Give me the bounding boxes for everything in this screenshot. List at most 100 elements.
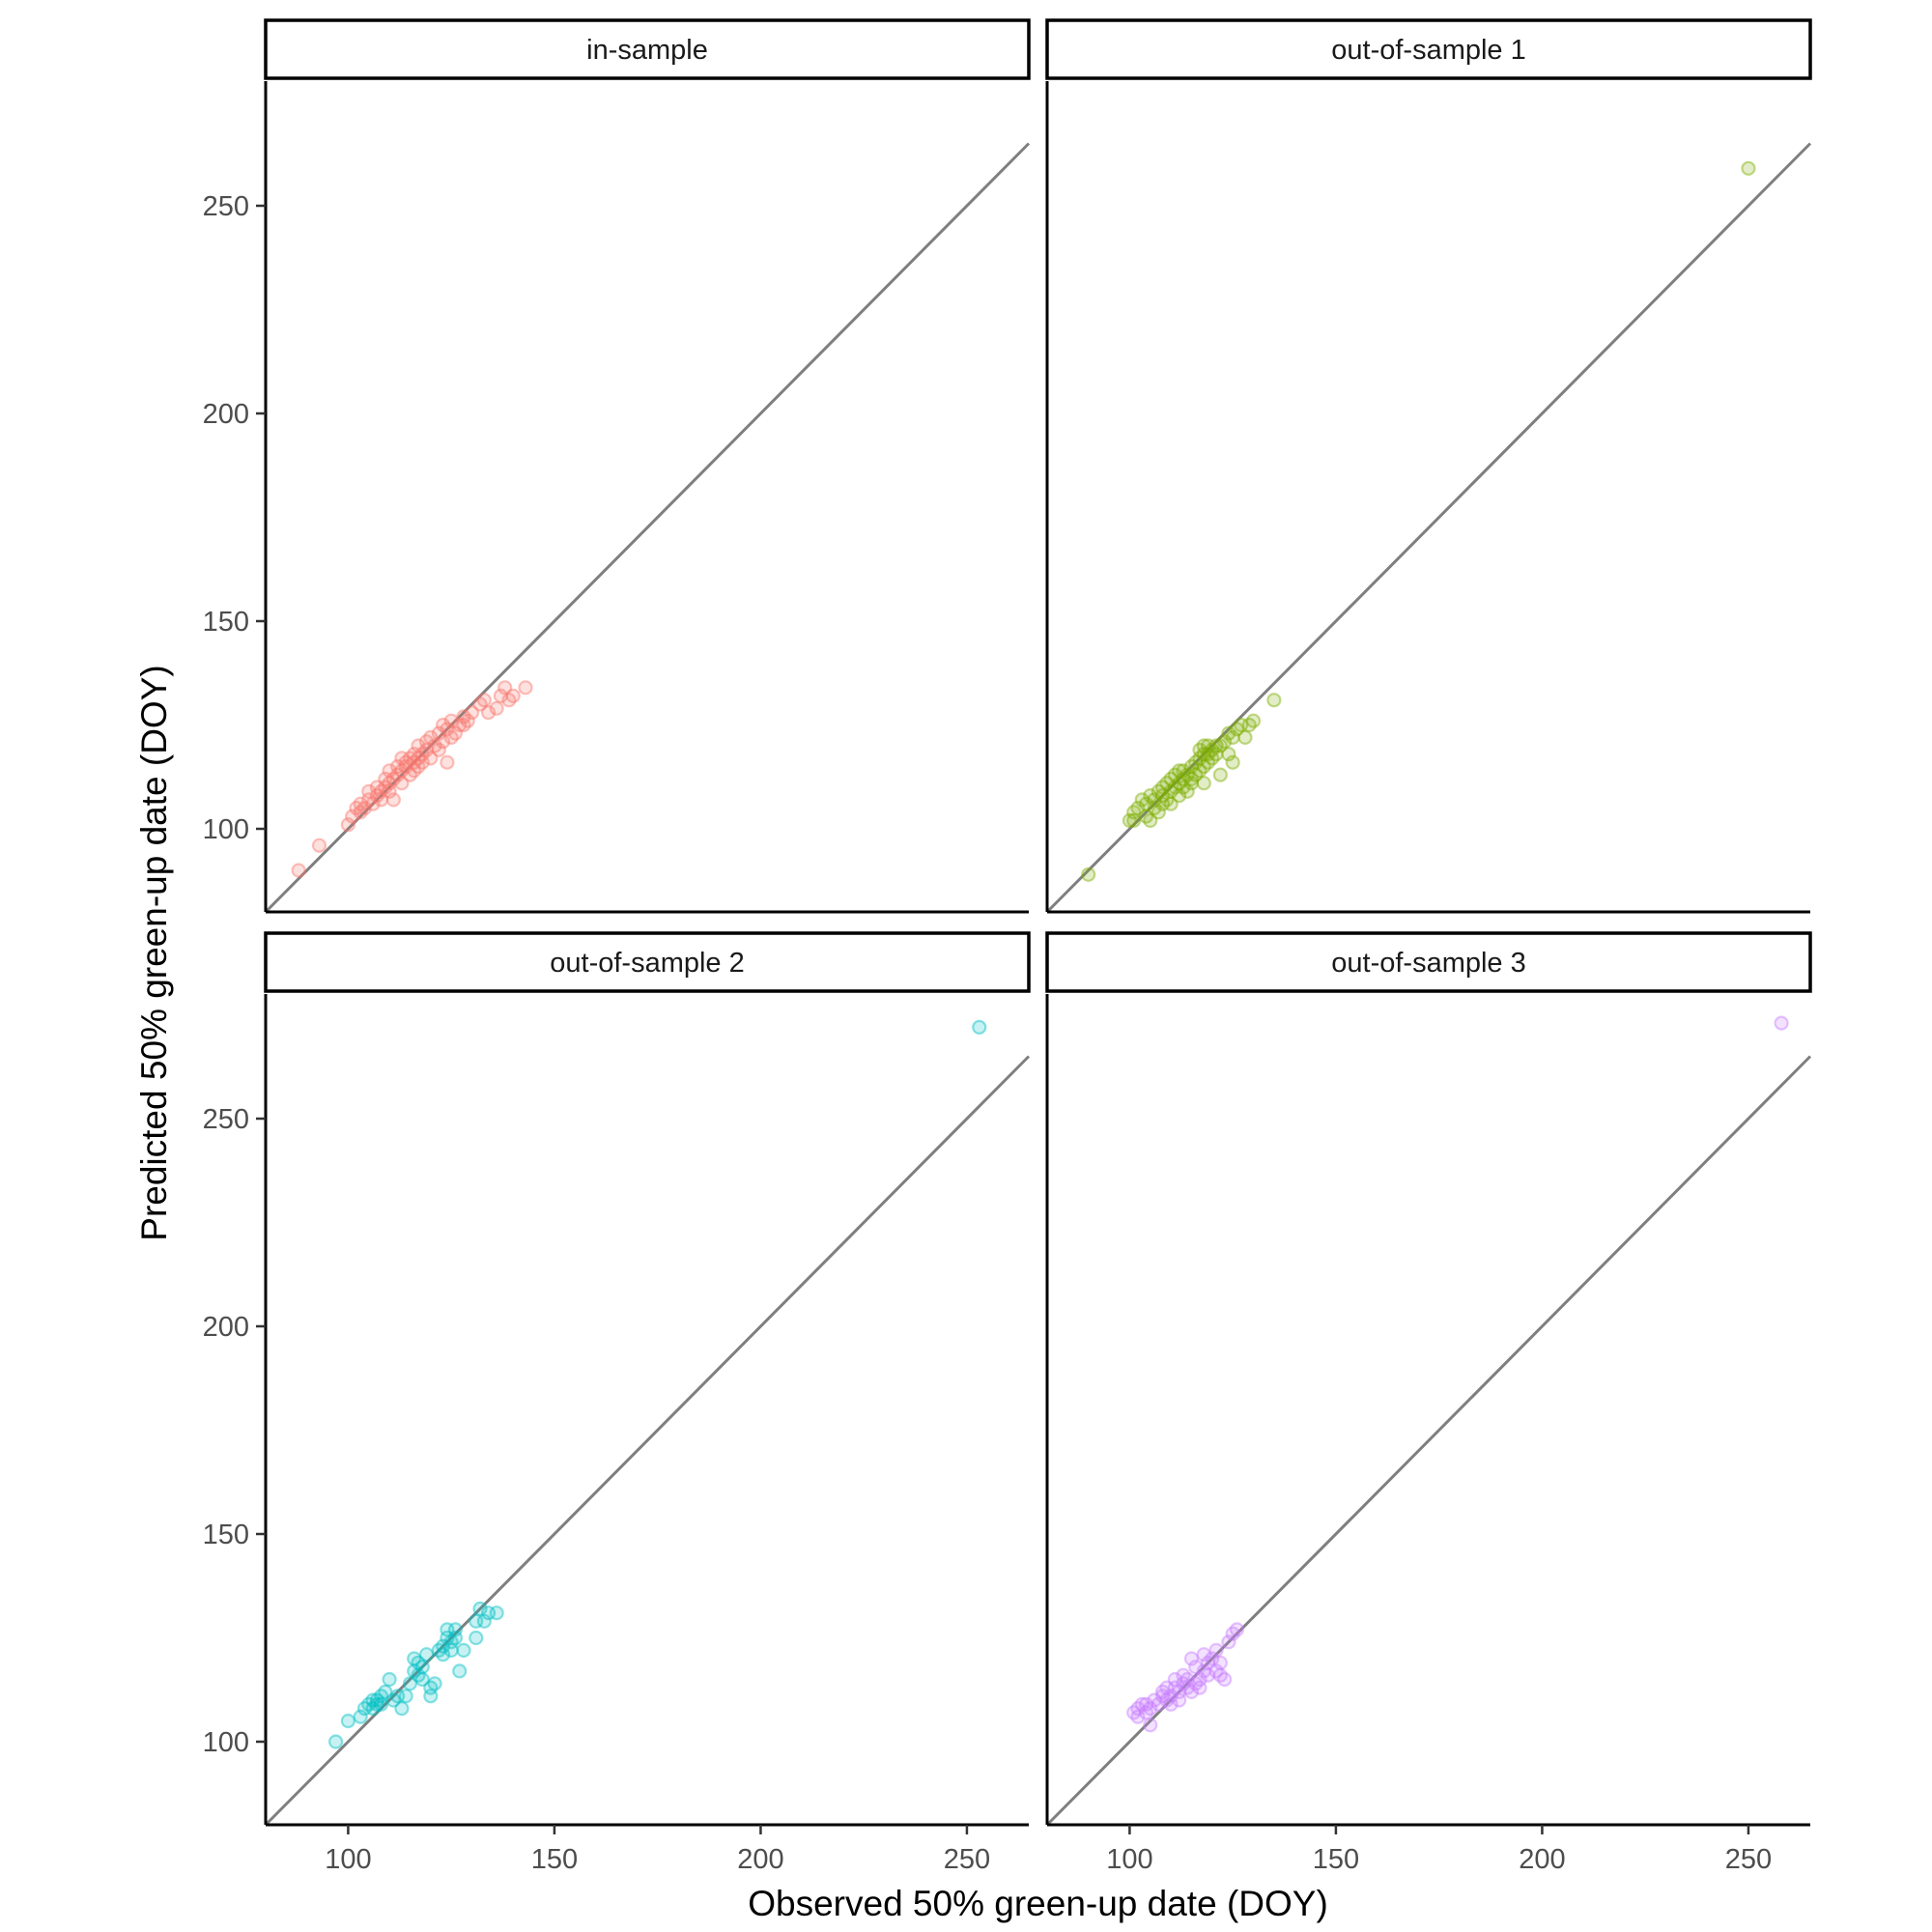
data-point — [1138, 1705, 1154, 1720]
data-point — [443, 1642, 459, 1659]
data-point — [1188, 1659, 1204, 1675]
data-point — [382, 763, 397, 779]
data-point — [1163, 771, 1179, 787]
data-point — [440, 1622, 455, 1637]
data-point — [385, 792, 401, 808]
y-tick-label: 200 — [203, 1312, 249, 1343]
data-point — [1183, 1684, 1200, 1700]
data-point — [390, 767, 406, 782]
data-point — [1183, 1651, 1200, 1666]
y-tick-label: 250 — [203, 191, 249, 222]
data-point — [1172, 787, 1187, 804]
data-point — [1205, 1651, 1220, 1666]
data-point — [452, 1663, 468, 1679]
data-point — [1192, 1671, 1208, 1688]
data-point — [1163, 1696, 1179, 1712]
y-tick-label: 100 — [203, 1727, 249, 1758]
data-point — [411, 738, 426, 753]
data-point — [1130, 800, 1146, 816]
data-point — [418, 742, 435, 757]
x-tick-label: 100 — [325, 1844, 371, 1875]
data-point — [361, 1696, 377, 1712]
data-point — [431, 1642, 446, 1659]
facet-panel: out-of-sample 2 100 150 200 250 100 150 200 250 — [203, 931, 1031, 1875]
data-point — [1212, 1655, 1228, 1670]
data-point — [1192, 1680, 1208, 1695]
data-point — [340, 817, 356, 833]
data-point — [369, 787, 384, 804]
facet-strip-label: out-of-sample 2 — [550, 948, 745, 979]
data-point — [1081, 867, 1096, 882]
data-point — [1154, 796, 1171, 811]
data-point — [1196, 776, 1211, 791]
data-point — [1196, 738, 1211, 753]
y-tick-label: 200 — [203, 399, 249, 430]
data-point — [411, 1655, 426, 1670]
data-point — [382, 1671, 397, 1688]
data-point — [440, 722, 455, 737]
y-tick-label: 150 — [203, 607, 249, 638]
data-point — [1205, 742, 1220, 757]
data-point — [1134, 1696, 1150, 1712]
identity-reference-line — [264, 142, 1031, 914]
data-point — [1172, 776, 1187, 791]
data-point — [311, 838, 327, 853]
data-point — [1130, 1700, 1146, 1717]
data-point — [1208, 738, 1224, 753]
data-point — [378, 780, 393, 795]
data-point — [1130, 1709, 1146, 1724]
data-point — [369, 780, 384, 795]
data-point — [349, 800, 364, 816]
data-point — [382, 776, 397, 791]
data-point — [1225, 1626, 1240, 1641]
data-point — [1147, 1692, 1162, 1708]
data-point — [443, 713, 459, 728]
data-point — [1179, 1671, 1195, 1688]
data-point — [1167, 1680, 1182, 1695]
data-point — [1221, 1634, 1236, 1650]
data-point — [1200, 738, 1216, 753]
data-point — [1138, 796, 1154, 811]
data-point — [456, 717, 471, 733]
data-point — [414, 1659, 430, 1675]
data-point — [480, 704, 497, 721]
data-point — [1176, 763, 1191, 779]
data-point — [1183, 771, 1200, 787]
data-point — [472, 696, 488, 712]
data-point — [394, 763, 410, 779]
data-point — [1200, 1655, 1216, 1670]
data-point — [1234, 717, 1249, 733]
data-point — [1217, 734, 1233, 750]
data-point — [1221, 746, 1236, 762]
data-point — [1225, 729, 1240, 746]
data-point — [414, 746, 430, 762]
data-point — [353, 805, 368, 820]
data-point — [1151, 805, 1166, 820]
data-point — [385, 1692, 401, 1708]
data-point — [423, 1680, 439, 1695]
data-point — [1212, 1667, 1228, 1683]
data-point — [1741, 160, 1756, 176]
data-point — [398, 754, 413, 770]
data-point — [373, 1696, 389, 1712]
data-point — [378, 1684, 393, 1700]
data-point — [1143, 812, 1158, 829]
data-point — [1208, 1663, 1224, 1679]
y-tick-label: 250 — [203, 1104, 249, 1135]
data-point — [394, 1700, 410, 1717]
data-point — [1172, 1684, 1187, 1700]
data-point — [972, 1019, 987, 1036]
data-point — [1188, 754, 1204, 770]
x-tick-label: 150 — [1313, 1844, 1359, 1875]
data-point — [394, 751, 410, 766]
data-point — [440, 1630, 455, 1646]
data-point — [390, 1689, 406, 1704]
data-point — [436, 717, 451, 733]
data-point — [1134, 792, 1150, 808]
data-point — [1179, 1680, 1195, 1695]
data-point — [472, 1601, 488, 1617]
data-point — [1126, 812, 1142, 829]
data-point — [443, 1634, 459, 1650]
facet-panels: in-sample 100 150 200 250 out-of-sample 1 out-… — [203, 18, 1812, 1875]
